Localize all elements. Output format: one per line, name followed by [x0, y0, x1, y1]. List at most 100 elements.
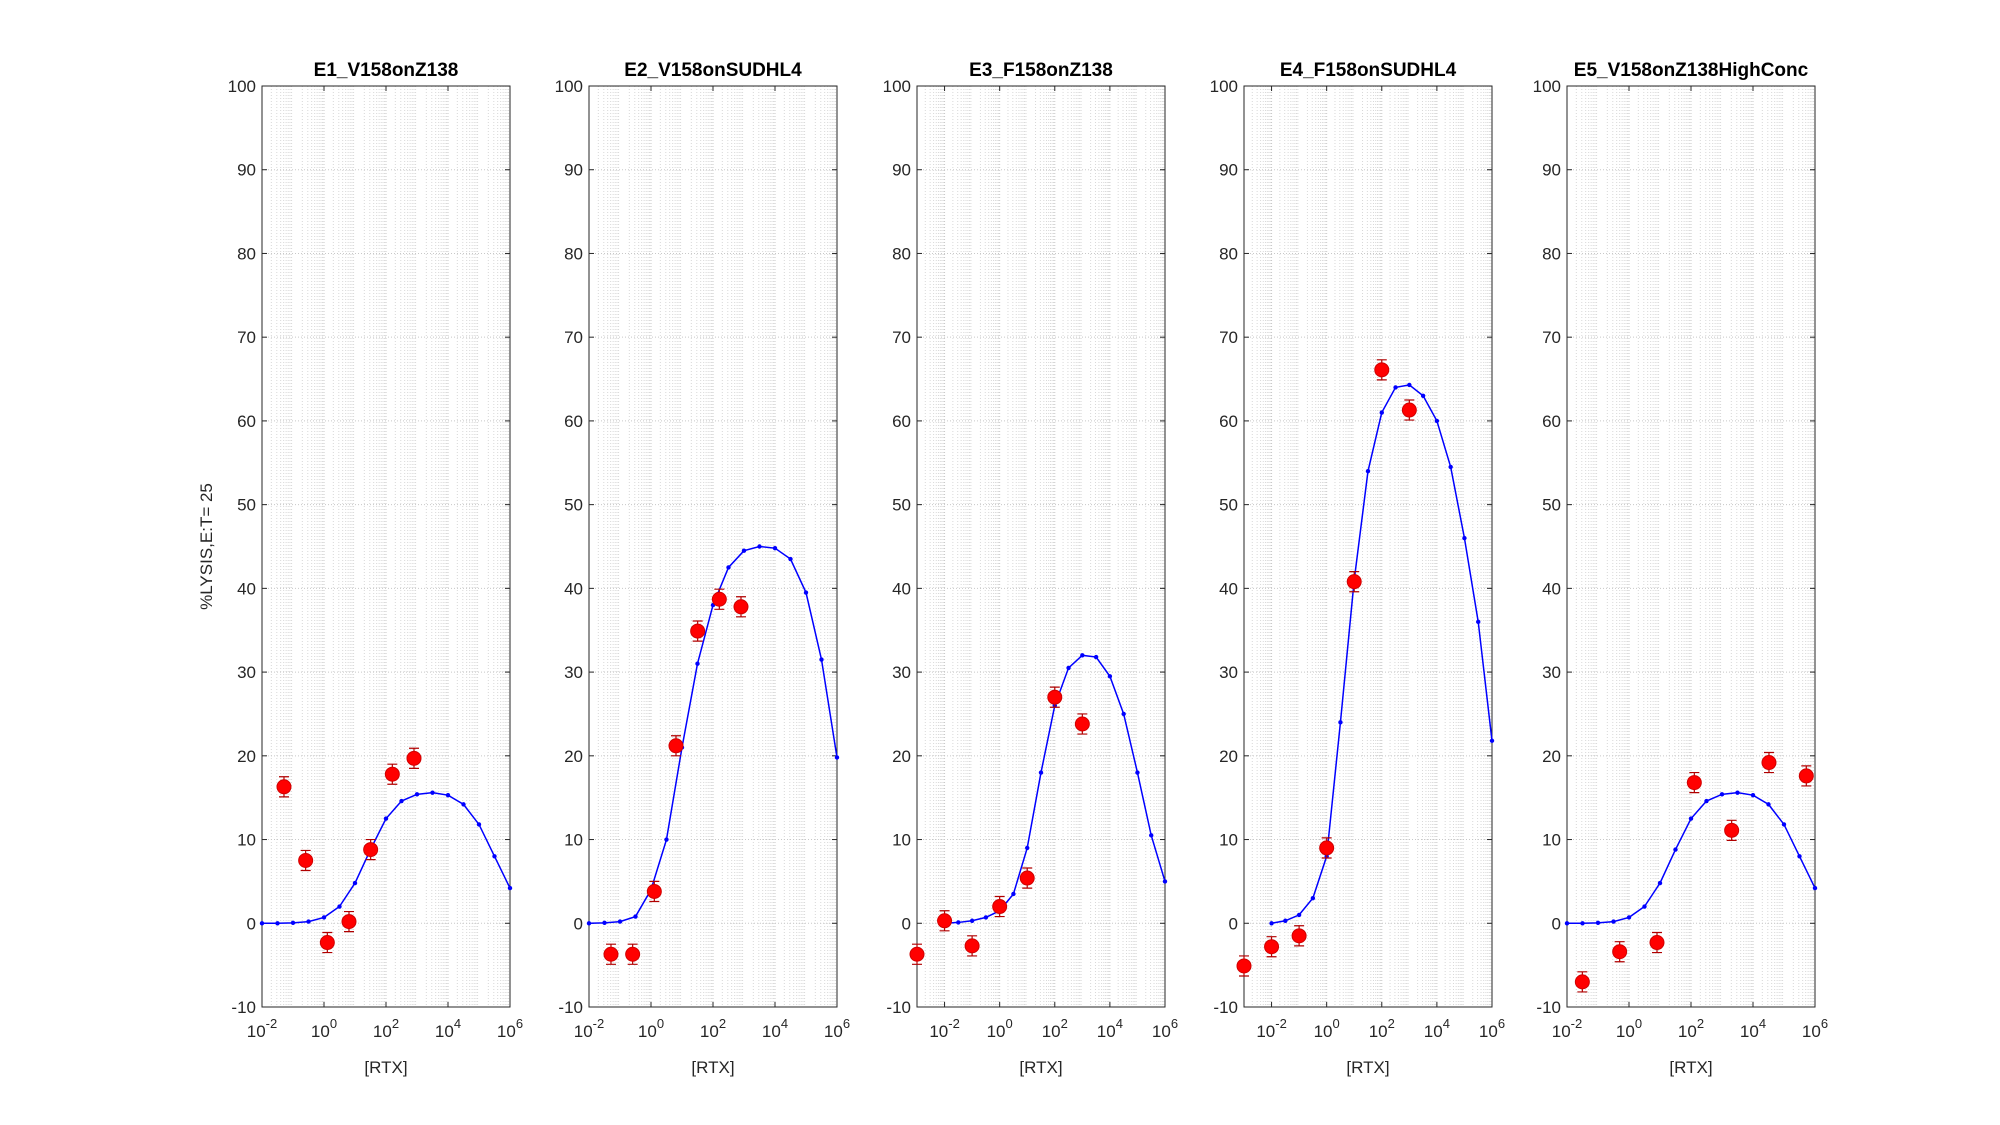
- fit-dot: [399, 798, 404, 804]
- x-tick-label: 104: [1740, 1016, 1766, 1041]
- y-tick-label: 30: [892, 663, 911, 682]
- fit-dot: [1365, 468, 1371, 474]
- y-tick-label: 30: [564, 663, 583, 682]
- y-tick-label: 100: [1210, 77, 1238, 96]
- y-tick-label: 70: [564, 328, 583, 347]
- y-tick-label: 70: [1542, 328, 1561, 347]
- fit-dot: [1489, 738, 1495, 743]
- y-tick-label: 70: [892, 328, 911, 347]
- data-point: [1074, 716, 1090, 732]
- fit-dot: [1162, 879, 1168, 884]
- fit-dot: [1093, 654, 1099, 660]
- data-point: [363, 842, 379, 858]
- y-tick-label: 90: [564, 161, 583, 180]
- axes-box: [1566, 85, 1816, 1008]
- y-tick-label: 30: [1219, 663, 1238, 682]
- x-tick-label: 106: [824, 1016, 850, 1041]
- x-axis-label: [RTX]: [364, 1058, 407, 1077]
- fit-dot: [664, 837, 669, 842]
- fit-dot: [1149, 833, 1154, 838]
- fit-dot: [414, 792, 420, 797]
- data-point: [384, 766, 400, 782]
- fit-dot: [1781, 822, 1787, 827]
- data-point: [1798, 768, 1814, 784]
- fit-dot: [476, 822, 482, 827]
- x-tick-label: 10-2: [1256, 1016, 1286, 1041]
- axes-box: [588, 85, 838, 1008]
- x-tick-label: 104: [435, 1016, 461, 1041]
- fit-dot: [1283, 918, 1288, 923]
- x-tick-label: 104: [762, 1016, 788, 1041]
- y-tick-label: 100: [1533, 77, 1561, 96]
- y-tick-label: 100: [228, 77, 256, 96]
- x-tick-label: 102: [700, 1016, 726, 1041]
- y-tick-label: 0: [247, 914, 256, 933]
- data-point: [1649, 935, 1665, 951]
- y-tick-label: 90: [1219, 161, 1238, 180]
- fit-dot: [1812, 885, 1818, 891]
- fit-dot: [1719, 792, 1725, 797]
- y-tick-label: -10: [558, 998, 583, 1017]
- y-tick-label: 60: [1219, 412, 1238, 431]
- x-tick-label: 106: [1479, 1016, 1505, 1041]
- x-tick-label: 104: [1097, 1016, 1123, 1041]
- fit-dot: [337, 904, 342, 909]
- fit-dot: [1657, 880, 1663, 886]
- fit-dot: [772, 545, 778, 551]
- fit-dot: [1310, 895, 1316, 901]
- fit-dot: [1121, 711, 1126, 717]
- chart-title: E2_V158onSUDHL4: [624, 60, 802, 81]
- fit-dot: [1673, 847, 1678, 852]
- y-tick-label: -10: [231, 998, 256, 1017]
- data-point: [1236, 958, 1252, 974]
- y-tick-label: -10: [886, 998, 911, 1017]
- y-tick-label: 90: [1542, 161, 1561, 180]
- fit-dot: [1642, 904, 1647, 909]
- y-tick-label: 20: [892, 747, 911, 766]
- fit-dot: [1688, 816, 1694, 821]
- x-tick-label: 102: [1042, 1016, 1068, 1041]
- y-tick-label: 40: [564, 579, 583, 598]
- y-tick-label: 60: [1542, 412, 1561, 431]
- x-tick-label: 10-2: [574, 1016, 604, 1041]
- x-tick-label: 102: [1678, 1016, 1704, 1041]
- data-point: [733, 599, 749, 615]
- data-point: [1319, 840, 1335, 856]
- x-axis-label: [RTX]: [691, 1058, 734, 1077]
- fit-dot: [1393, 385, 1398, 390]
- data-point: [319, 935, 335, 951]
- fit-dot: [983, 915, 989, 920]
- y-tick-label: 50: [1542, 496, 1561, 515]
- x-tick-label: 10-2: [247, 1016, 277, 1041]
- chart-title: E3_F158onZ138: [969, 60, 1113, 81]
- x-tick-label: 106: [1152, 1016, 1178, 1041]
- y-tick-label: 50: [892, 496, 911, 515]
- fit-dot: [726, 565, 731, 570]
- x-tick-label: 100: [638, 1016, 664, 1041]
- fit-dot: [617, 919, 623, 924]
- data-point: [1346, 574, 1362, 590]
- y-tick-label: 90: [892, 161, 911, 180]
- plot-area: [917, 86, 1165, 1007]
- fit-dot: [1750, 792, 1756, 798]
- fit-dot: [1379, 410, 1384, 415]
- data-point: [1374, 362, 1390, 378]
- y-tick-label: 50: [564, 496, 583, 515]
- x-tick-label: 102: [1369, 1016, 1395, 1041]
- x-tick-label: 100: [1616, 1016, 1642, 1041]
- fit-dot: [788, 556, 793, 562]
- y-tick-label: 10: [1219, 831, 1238, 850]
- data-point: [341, 914, 357, 930]
- y-tick-label: 40: [1542, 579, 1561, 598]
- data-point: [909, 946, 925, 962]
- fit-dot: [461, 802, 466, 807]
- x-tick-label: 102: [373, 1016, 399, 1041]
- fit-dot: [1766, 802, 1771, 807]
- x-tick-label: 100: [987, 1016, 1013, 1041]
- fit-dot: [1135, 770, 1140, 775]
- fit-dot: [1434, 418, 1440, 424]
- y-tick-label: 40: [237, 579, 256, 598]
- fit-dot: [602, 920, 607, 926]
- x-tick-label: 100: [311, 1016, 337, 1041]
- x-tick-label: 10-2: [1552, 1016, 1582, 1041]
